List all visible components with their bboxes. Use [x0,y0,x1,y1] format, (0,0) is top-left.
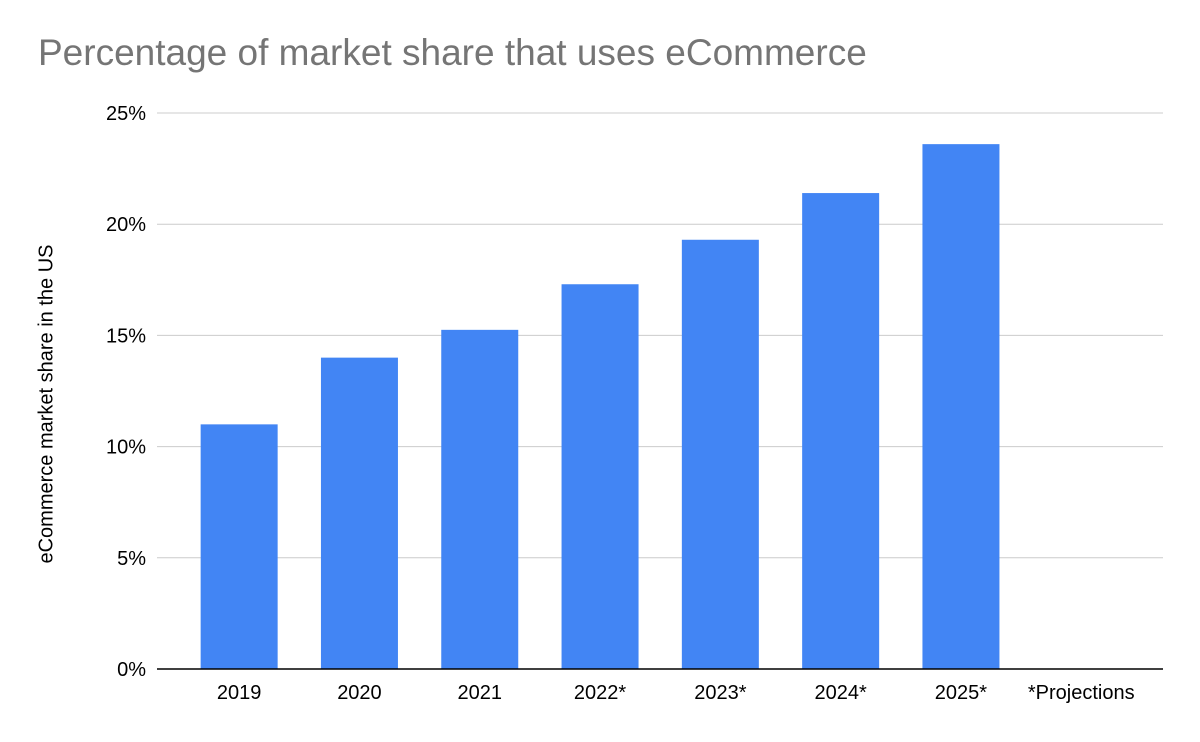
y-tick-label: 20% [106,214,146,236]
gridlines [157,112,1163,559]
bar [320,357,398,669]
y-tick-labels: 0% 5% 10% 15% 20% 25% [106,103,146,681]
x-tick-labels: 2019 2020 2021 2022* 2023* 2024* 2025* *Project… [217,682,1135,704]
x-tick-label: 2019 [217,682,262,704]
bar [681,239,759,669]
x-tick-label: *Projections [1028,682,1135,704]
x-tick-label: 2025* [935,682,987,704]
bar [200,424,278,669]
bar [802,193,880,669]
bars [157,144,1163,670]
bar [561,284,639,669]
y-tick-label: 0% [117,659,146,681]
x-tick-label: 2020 [337,682,382,704]
bar [441,329,519,669]
y-tick-label: 15% [106,325,146,347]
y-tick-label: 25% [106,103,146,125]
y-tick-label: 5% [117,548,146,570]
x-tick-label: 2022* [574,682,626,704]
bar [922,144,1000,670]
y-tick-label: 10% [106,437,146,459]
x-tick-label: 2024* [815,682,867,704]
chart-title: Percentage of market share that uses eCo… [38,32,867,73]
x-tick-label: 2023* [694,682,746,704]
x-tick-label: 2021 [458,682,503,704]
